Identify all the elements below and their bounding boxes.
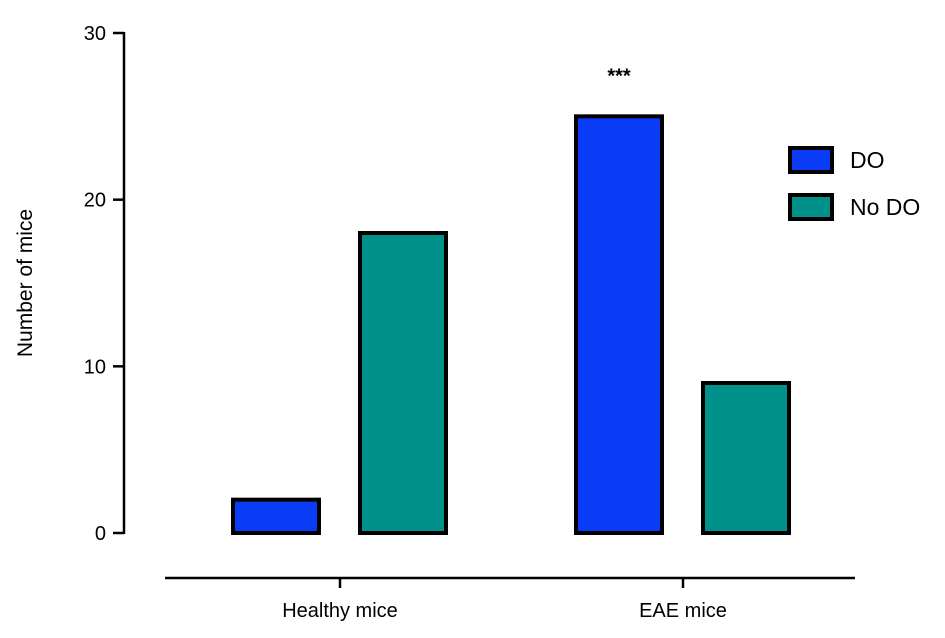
y-tick-label: 20: [84, 190, 106, 212]
bar-do: [574, 114, 664, 535]
legend-label: DO: [850, 147, 885, 173]
legend-label: No DO: [850, 194, 920, 220]
y-axis-label: Number of mice: [14, 209, 37, 357]
bars: ***: [231, 65, 791, 535]
legend: DO No DO: [788, 146, 920, 221]
legend-swatch: [788, 193, 834, 221]
bar-no-do: [358, 231, 448, 535]
bar-do: [231, 497, 321, 535]
bar-no-do: [701, 381, 791, 535]
legend-swatch: [788, 146, 834, 174]
x-tick-label: EAE mice: [639, 600, 727, 622]
y-axis: 0 10 20 30: [84, 23, 126, 545]
x-axis: Healthy mice EAE mice: [165, 576, 855, 622]
y-tick-label: 10: [84, 356, 106, 378]
x-tick-label: Healthy mice: [282, 600, 398, 622]
significance-annotation: ***: [607, 65, 631, 87]
y-tick-label: 30: [84, 23, 106, 45]
y-tick-label: 0: [95, 523, 106, 545]
